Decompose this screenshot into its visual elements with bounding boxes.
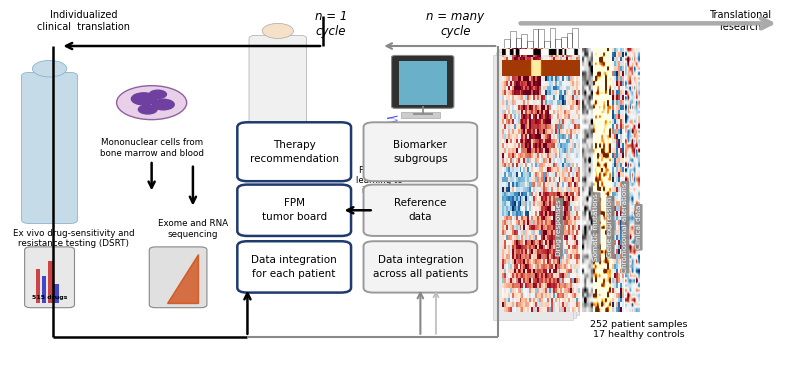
Bar	[36, 269, 41, 303]
Polygon shape	[167, 254, 199, 303]
Text: Gene expression: Gene expression	[607, 197, 614, 257]
FancyBboxPatch shape	[238, 122, 351, 181]
Ellipse shape	[238, 132, 253, 142]
Ellipse shape	[261, 130, 275, 140]
Text: Data integration
for each patient: Data integration for each patient	[251, 255, 337, 279]
Circle shape	[131, 93, 157, 105]
Text: Reference
data: Reference data	[394, 199, 447, 222]
Text: FPM
tumor board: FPM tumor board	[262, 199, 327, 222]
FancyBboxPatch shape	[249, 35, 307, 125]
Circle shape	[138, 105, 157, 114]
Circle shape	[117, 86, 187, 120]
Circle shape	[262, 23, 293, 38]
FancyBboxPatch shape	[392, 55, 454, 108]
FancyBboxPatch shape	[363, 122, 477, 181]
Text: n = many
cycle: n = many cycle	[426, 10, 484, 38]
FancyBboxPatch shape	[238, 185, 351, 236]
Ellipse shape	[250, 136, 264, 146]
Bar	[48, 261, 52, 303]
Ellipse shape	[251, 126, 266, 136]
Text: Chromosomal alterations: Chromosomal alterations	[622, 182, 628, 273]
Text: 515 drugs: 515 drugs	[32, 294, 68, 300]
Text: 252 patient samples
17 healthy controls: 252 patient samples 17 healthy controls	[590, 319, 687, 339]
Text: Biomarker
subgroups: Biomarker subgroups	[393, 140, 448, 164]
FancyBboxPatch shape	[363, 241, 477, 293]
Bar	[493, 55, 573, 320]
FancyBboxPatch shape	[398, 61, 447, 105]
Bar	[54, 284, 59, 303]
FancyBboxPatch shape	[21, 72, 78, 224]
Text: Somatic mutations: Somatic mutations	[593, 193, 599, 261]
FancyBboxPatch shape	[25, 247, 75, 308]
Text: Exome and RNA
sequencing: Exome and RNA sequencing	[158, 219, 228, 239]
Circle shape	[33, 60, 67, 77]
Text: Data integration
across all patients: Data integration across all patients	[373, 255, 468, 279]
FancyBboxPatch shape	[149, 247, 207, 308]
Text: Translational
research: Translational research	[708, 10, 771, 32]
Text: Ex vivo drug-sensitivity and
resistance testing (DSRT): Ex vivo drug-sensitivity and resistance …	[13, 229, 134, 248]
Text: n = 1
cycle: n = 1 cycle	[315, 10, 347, 38]
Text: Therapy
recommendation: Therapy recommendation	[250, 140, 339, 164]
Bar	[499, 49, 580, 315]
FancyBboxPatch shape	[363, 185, 477, 236]
Circle shape	[149, 90, 166, 99]
Text: Drug responses: Drug responses	[556, 199, 562, 256]
Bar	[496, 52, 576, 318]
Text: Individualized
clinical  translation: Individualized clinical translation	[37, 10, 130, 32]
FancyBboxPatch shape	[238, 241, 351, 293]
Text: Feedback
learning to
improve
FPMTB: Feedback learning to improve FPMTB	[356, 166, 402, 206]
Bar	[401, 112, 440, 118]
Circle shape	[153, 99, 174, 110]
Bar	[42, 276, 46, 303]
Text: Mononuclear cells from
bone marrow and blood: Mononuclear cells from bone marrow and b…	[99, 138, 204, 158]
Text: Clinical data: Clinical data	[635, 205, 642, 249]
